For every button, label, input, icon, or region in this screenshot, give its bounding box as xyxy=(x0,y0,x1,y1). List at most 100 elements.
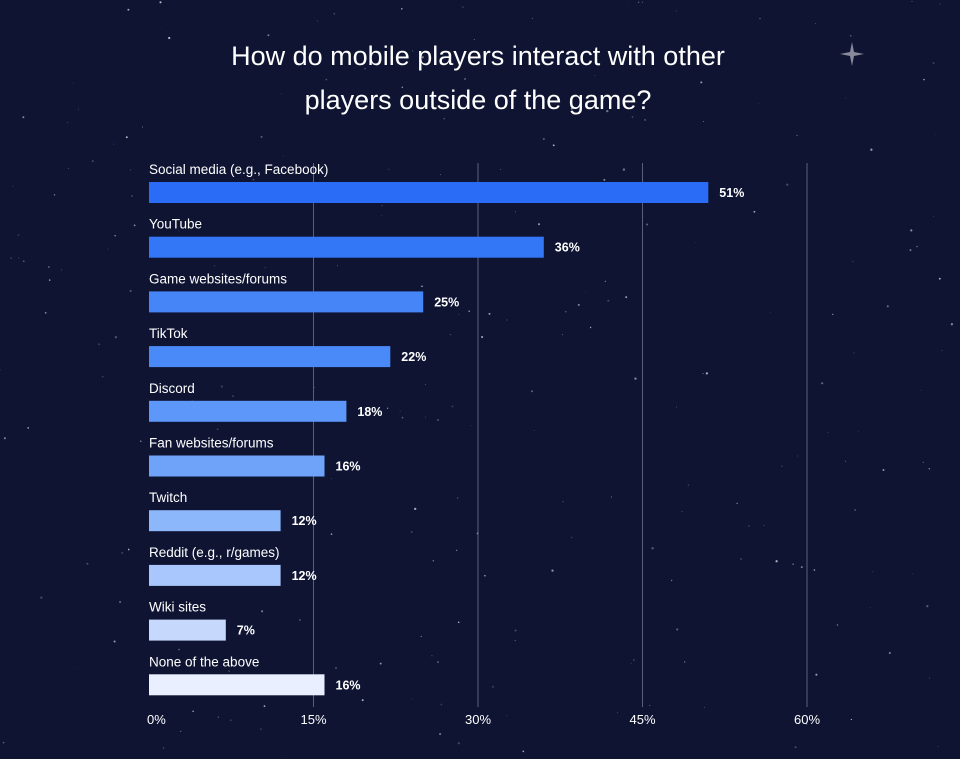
star xyxy=(0,369,1,371)
star xyxy=(260,728,262,730)
star xyxy=(180,730,182,732)
star xyxy=(933,216,934,218)
star xyxy=(594,107,596,109)
star xyxy=(832,313,834,316)
bar xyxy=(149,182,709,203)
star xyxy=(456,549,458,551)
star xyxy=(506,715,508,717)
star xyxy=(675,406,677,408)
star xyxy=(796,134,798,137)
star xyxy=(161,28,163,29)
star xyxy=(178,648,180,651)
star xyxy=(926,605,929,608)
star xyxy=(421,56,424,59)
star xyxy=(886,305,889,308)
star xyxy=(118,600,122,604)
star xyxy=(604,280,606,282)
star xyxy=(491,685,495,688)
star xyxy=(932,61,935,65)
star xyxy=(637,1,640,4)
x-tick-label: 45% xyxy=(629,712,655,727)
star xyxy=(192,710,194,713)
star xyxy=(770,312,771,314)
x-tick-label: 0% xyxy=(147,712,166,727)
star xyxy=(140,440,142,442)
star xyxy=(121,551,124,554)
value-label: 36% xyxy=(555,241,580,255)
star xyxy=(920,390,922,391)
star xyxy=(337,265,338,267)
star xyxy=(813,569,816,571)
value-label: 7% xyxy=(237,624,255,638)
star xyxy=(232,395,234,397)
star xyxy=(598,64,600,67)
star xyxy=(400,7,403,10)
star xyxy=(506,319,508,321)
star xyxy=(627,5,629,7)
bar xyxy=(149,619,226,641)
star xyxy=(443,118,445,120)
value-label: 12% xyxy=(292,514,317,528)
x-tick-label: 30% xyxy=(465,712,491,727)
star xyxy=(44,311,47,314)
star xyxy=(911,0,913,2)
star xyxy=(473,38,475,41)
star xyxy=(687,484,689,486)
star xyxy=(703,121,704,123)
star xyxy=(935,134,937,136)
star xyxy=(213,265,215,267)
star xyxy=(806,723,808,725)
star xyxy=(414,507,417,511)
star xyxy=(162,747,165,749)
star xyxy=(562,500,564,503)
star xyxy=(937,746,939,748)
star xyxy=(854,509,856,511)
star xyxy=(462,6,464,8)
star xyxy=(603,178,606,181)
star xyxy=(815,673,818,676)
chart-title-line-1: How do mobile players interact with othe… xyxy=(231,41,725,71)
star xyxy=(73,668,75,670)
star xyxy=(522,750,525,753)
star xyxy=(941,350,943,351)
star xyxy=(60,269,63,271)
bar xyxy=(149,674,325,696)
star xyxy=(651,547,654,550)
star xyxy=(675,10,677,12)
star xyxy=(325,78,328,81)
star xyxy=(401,416,404,419)
category-label: Discord xyxy=(149,381,195,396)
star xyxy=(432,560,434,562)
star xyxy=(758,103,760,105)
star xyxy=(27,426,30,429)
category-label: Game websites/forums xyxy=(149,271,287,286)
star xyxy=(888,652,891,654)
star xyxy=(3,437,6,440)
star xyxy=(440,174,442,176)
star xyxy=(607,299,610,302)
star xyxy=(484,574,486,577)
star xyxy=(228,670,230,672)
star xyxy=(939,3,941,5)
star xyxy=(853,352,855,354)
star xyxy=(425,416,426,418)
star xyxy=(388,168,390,171)
star xyxy=(125,136,128,139)
star xyxy=(420,635,423,638)
star xyxy=(48,266,50,268)
star xyxy=(740,557,743,560)
star xyxy=(399,410,401,412)
star xyxy=(261,610,264,613)
star xyxy=(815,23,817,25)
star xyxy=(481,335,484,339)
star xyxy=(18,257,20,259)
star xyxy=(928,677,930,679)
star xyxy=(552,144,555,147)
star xyxy=(792,563,794,565)
star xyxy=(514,629,517,632)
star xyxy=(479,100,482,103)
star xyxy=(622,168,626,171)
star xyxy=(923,78,925,81)
star xyxy=(641,1,643,3)
star xyxy=(113,143,115,145)
